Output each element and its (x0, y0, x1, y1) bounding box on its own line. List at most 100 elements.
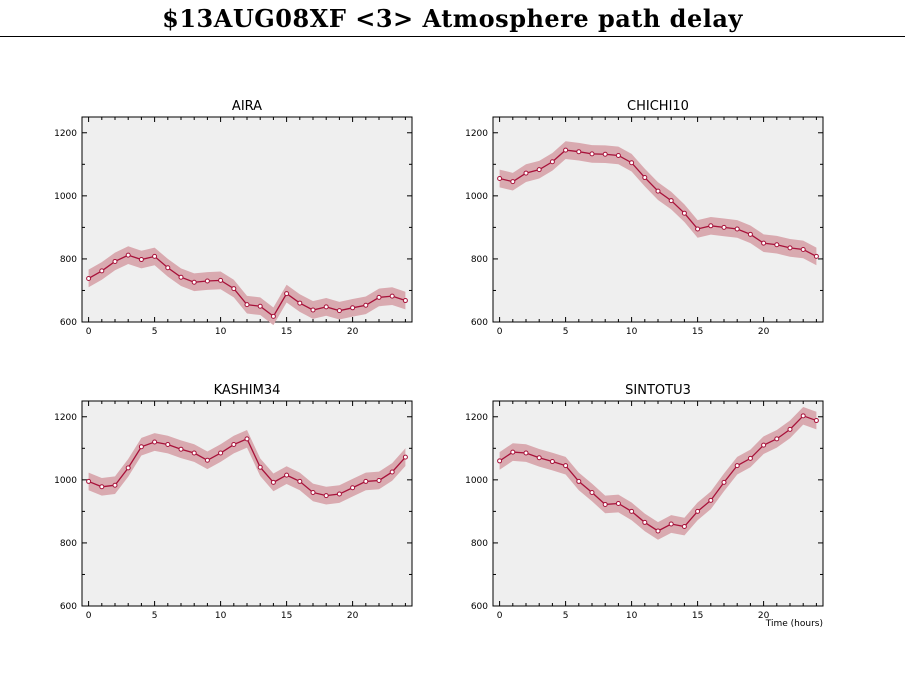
data-point (589, 489, 595, 495)
data-point (510, 449, 516, 455)
data-point (402, 298, 408, 304)
x-tick-label: 0 (497, 611, 503, 621)
page-title: $13AUG08XF <3> Atmosphere path delay (162, 4, 743, 33)
x-tick-label: 5 (563, 611, 569, 621)
data-point (747, 455, 753, 461)
data-point (297, 478, 303, 484)
data-point (681, 524, 687, 530)
x-tick-label: 10 (215, 327, 227, 337)
data-point (218, 277, 224, 283)
uncertainty-band (499, 406, 817, 540)
x-tick-label: 0 (497, 327, 503, 337)
data-point (125, 465, 131, 471)
data-point (218, 450, 224, 456)
x-tick-label: 15 (281, 611, 292, 621)
x-tick-label: 20 (347, 611, 359, 621)
x-tick-label: 5 (152, 327, 158, 337)
plot-area (492, 116, 824, 323)
data-point (178, 274, 184, 280)
y-tick-label: 1000 (54, 476, 77, 486)
chart-panel-3: KASHIM34 600 800 1000 1200 0 5 10 15 20 (54, 383, 413, 621)
x-tick-label: 15 (692, 327, 703, 337)
y-tick-label: 1000 (465, 476, 488, 486)
data-point (376, 294, 382, 300)
x-tick-label: 5 (152, 611, 158, 621)
data-point (615, 501, 621, 506)
data-point (761, 240, 767, 246)
data-point (563, 147, 569, 153)
data-point (523, 170, 529, 176)
data-point (734, 463, 740, 469)
data-point (165, 442, 171, 448)
x-tick-label: 20 (758, 611, 770, 621)
y-tick-label: 600 (60, 602, 77, 612)
x-tick-label: 15 (692, 611, 703, 621)
data-point (204, 278, 210, 284)
title-divider (0, 36, 905, 37)
x-tick-label: 20 (347, 327, 359, 337)
data-point (510, 179, 516, 185)
uncertainty-band (88, 430, 406, 505)
y-tick-label: 600 (60, 318, 77, 328)
data-point (787, 245, 793, 251)
data-point (655, 188, 661, 194)
uncertainty-band (499, 141, 817, 266)
y-tick-label: 1000 (465, 192, 488, 202)
data-point (99, 484, 105, 490)
data-point (336, 308, 342, 314)
x-axis-label: Time (hours) (765, 619, 823, 629)
y-tick-label: 1200 (465, 413, 488, 423)
data-point (270, 313, 276, 319)
data-point (323, 493, 329, 499)
data-point (86, 478, 92, 484)
data-point (244, 436, 250, 442)
chart-title: CHICHI10 (627, 99, 689, 114)
data-point (615, 152, 621, 158)
data-point (363, 302, 369, 308)
data-point (549, 159, 555, 165)
data-point (284, 291, 290, 297)
data-point (497, 176, 503, 181)
y-tick-label: 800 (471, 255, 488, 265)
data-point (629, 160, 635, 166)
chart-panel-2: CHICHI10 600 800 1000 1200 0 5 10 15 20 (465, 99, 824, 337)
data-point (629, 508, 635, 514)
data-point (323, 304, 329, 310)
y-tick-label: 600 (471, 318, 488, 328)
data-point (284, 472, 290, 478)
data-point (257, 303, 263, 309)
x-tick-label: 10 (626, 611, 638, 621)
x-tick-label: 0 (86, 611, 92, 621)
data-point (350, 485, 356, 491)
x-tick-label: 5 (563, 327, 569, 337)
data-point (576, 149, 582, 155)
data-point (563, 463, 569, 469)
y-tick-label: 800 (60, 255, 77, 265)
data-point (813, 418, 819, 424)
chart-title: KASHIM34 (214, 383, 281, 398)
data-point (800, 413, 806, 419)
data-point (86, 275, 92, 281)
data-point (297, 300, 303, 306)
data-point (99, 268, 105, 274)
data-point (336, 491, 342, 497)
data-point (642, 519, 648, 525)
data-point (191, 450, 197, 456)
data-point (536, 167, 542, 173)
data-point (787, 426, 793, 432)
data-point (774, 436, 780, 442)
data-point (178, 446, 184, 452)
data-point (138, 444, 144, 450)
data-point (165, 265, 171, 271)
data-point (734, 226, 740, 232)
data-point (138, 257, 144, 263)
data-point (376, 477, 382, 483)
data-point (602, 501, 608, 507)
data-point (350, 305, 356, 311)
y-tick-label: 800 (60, 539, 77, 549)
data-point (270, 479, 276, 485)
plot-area (81, 116, 413, 323)
data-point (681, 210, 687, 216)
data-point (708, 223, 714, 229)
